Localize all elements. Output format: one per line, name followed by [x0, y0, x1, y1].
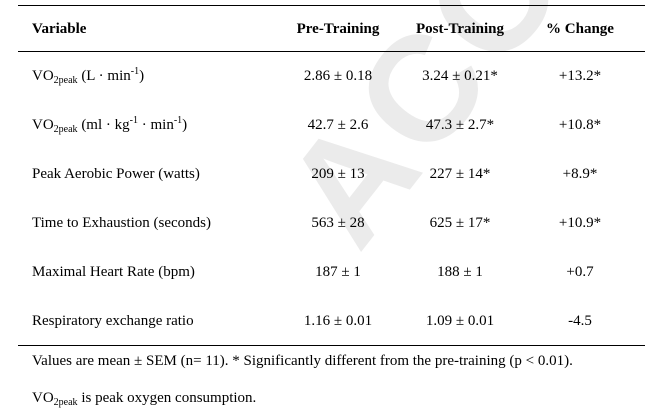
footnote: VO2peak is peak oxygen consumption. [32, 389, 257, 408]
header-rule [18, 51, 645, 52]
table-cell: 1.09 ± 0.01 [425, 313, 495, 329]
table-cell: 563 ± 28 [311, 215, 365, 231]
text-segment: VO [32, 68, 54, 84]
table-cell: 42.7 ± 2.6 [307, 117, 369, 133]
text-segment: 2peak [53, 397, 78, 408]
text-segment: ) [139, 68, 145, 84]
text-segment: VO [32, 117, 54, 133]
table-cell: 2.86 ± 0.18 [303, 68, 373, 84]
top-rule [18, 5, 645, 6]
table-cell: +0.7 [566, 264, 594, 280]
text-segment: Time to Exhaustion (seconds) [32, 215, 212, 231]
table-cell: 188 ± 1 [437, 264, 483, 280]
table-cell: 209 ± 13 [311, 166, 365, 182]
text-segment: 2peak [53, 124, 78, 135]
footnote: Values are mean ± SEM (n= 11). * Signifi… [32, 352, 573, 370]
text-segment: -1 [129, 115, 138, 126]
text-segment: -1 [130, 66, 140, 77]
variable-label: Respiratory exchange ratio [32, 312, 194, 330]
table-cell: 1.16 ± 0.01 [303, 313, 373, 329]
table-cell: 187 ± 1 [315, 264, 361, 280]
text-segment: Peak Aerobic Power (watts) [32, 166, 200, 182]
table-cell: +10.9* [558, 215, 602, 231]
text-segment: is peak oxygen consumption. [77, 390, 257, 406]
table-cell: 227 ± 14* [429, 166, 491, 182]
column-header: Variable [32, 21, 87, 37]
table-cell: 3.24 ± 0.21* [422, 68, 498, 84]
table-cell: +10.8* [558, 117, 602, 133]
text-segment: Values are mean ± SEM (n= 11). * Signifi… [32, 353, 573, 369]
variable-label: Maximal Heart Rate (bpm) [32, 263, 195, 281]
table-cell: 47.3 ± 2.7* [425, 117, 495, 133]
text-segment: Maximal Heart Rate (bpm) [32, 264, 195, 280]
text-segment: 2peak [53, 75, 78, 86]
table-cell: +13.2* [558, 68, 602, 84]
text-segment: Respiratory exchange ratio [32, 313, 194, 329]
table-cell: +8.9* [562, 166, 598, 182]
text-segment: · min [137, 117, 174, 133]
column-header: % Change [546, 21, 614, 37]
text-segment: -1 [173, 115, 183, 126]
variable-label: Peak Aerobic Power (watts) [32, 165, 200, 183]
text-segment: VO [32, 390, 54, 406]
column-header: Pre-Training [296, 21, 380, 37]
text-segment: ) [182, 117, 188, 133]
column-header: Post-Training [415, 21, 505, 37]
bottom-rule [18, 345, 645, 346]
text-segment: (ml · kg [77, 117, 130, 133]
variable-label: Time to Exhaustion (seconds) [32, 214, 211, 232]
text-segment: (L · min [77, 68, 131, 84]
variable-label: VO2peak (L · min-1) [32, 66, 145, 86]
table-cell: 625 ± 17* [429, 215, 491, 231]
variable-label: VO2peak (ml · kg-1 · min-1) [32, 115, 188, 135]
table-cell: -4.5 [568, 313, 592, 329]
watermark: ACCEPTED [250, 0, 662, 277]
